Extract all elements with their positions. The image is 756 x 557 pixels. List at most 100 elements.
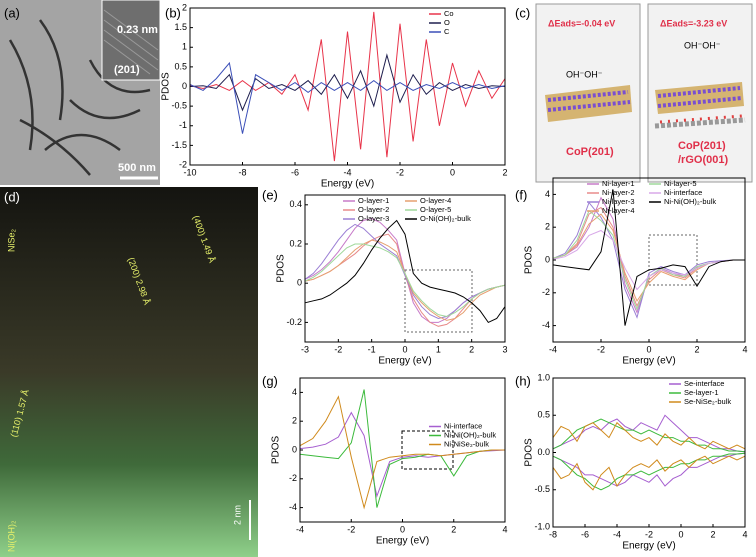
legend-label: Ni-layer-3 xyxy=(602,197,635,206)
y-tick-label: 0.5 xyxy=(537,410,550,420)
panel-label: (e) xyxy=(262,187,278,202)
y-tick-label: 0 xyxy=(545,254,550,264)
series-line xyxy=(189,53,506,112)
legend-label: Ni-Ni(OH)₂-bulk xyxy=(664,197,716,206)
x-axis-label: Energy (eV) xyxy=(622,356,675,367)
x-tick-label: 0 xyxy=(402,344,407,354)
hrtem-image xyxy=(0,187,258,557)
legend-label: O-layer-1 xyxy=(358,196,389,205)
atoms-2 xyxy=(657,86,743,108)
flakes xyxy=(8,19,151,176)
surface: CoP(201) xyxy=(678,140,726,152)
x-tick-label: -4 xyxy=(549,344,557,354)
legend-label: Ni-interface xyxy=(444,421,482,430)
series-line xyxy=(552,196,745,314)
x-tick-label: -2 xyxy=(396,167,404,177)
series-line-down xyxy=(552,452,746,487)
y-tick-label: 4 xyxy=(292,387,297,397)
y-tick-label: 2 xyxy=(545,222,550,232)
panel-d: (d) NiSe₂ (400) 1.49 Å (200) 2.98 Å (110… xyxy=(0,187,258,557)
series-line xyxy=(304,239,506,321)
y-tick-label: 0 xyxy=(182,81,187,91)
zoom-box xyxy=(401,430,454,470)
series-line xyxy=(552,414,746,453)
y-tick-label: -1.0 xyxy=(534,521,550,531)
legend-label: Ni-layer-5 xyxy=(664,179,697,188)
y-tick-label: -1.5 xyxy=(171,140,187,150)
y-tick-label: 1.5 xyxy=(174,22,187,32)
plot-frame xyxy=(299,377,506,523)
y-axis-label: PDOS xyxy=(276,254,287,283)
series-line xyxy=(304,233,506,327)
x-axis-label: Energy (eV) xyxy=(321,179,374,190)
surface: /rGO(001) xyxy=(678,154,728,166)
spacing: 0.23 nm xyxy=(117,24,158,36)
x-tick-label: 4 xyxy=(502,524,507,534)
phase: Ni(OH)₂ xyxy=(6,520,16,552)
x-tick-label: -8 xyxy=(238,167,246,177)
x-tick-label: -2 xyxy=(597,344,605,354)
x-axis-label: Energy (eV) xyxy=(378,356,431,367)
plot-frame xyxy=(189,7,506,166)
y-tick-label: 0.0 xyxy=(537,447,550,457)
series-line xyxy=(552,201,745,319)
panel-label: (d) xyxy=(4,189,20,204)
y-tick-label: -4 xyxy=(289,502,297,512)
y-axis-label: PDOS xyxy=(524,438,535,467)
series-line xyxy=(552,189,745,326)
x-tick-label: -6 xyxy=(291,167,299,177)
y-tick-label: -2 xyxy=(289,473,297,483)
panel-label: (g) xyxy=(262,373,278,388)
panel-c: (c) ΔEads=-0.04 eV OH⁻OH⁻ CoP(201) ΔEads… xyxy=(515,3,753,183)
zoom-box xyxy=(404,269,473,333)
series-line xyxy=(304,219,506,324)
legend-label: O-layer-4 xyxy=(420,196,451,205)
y-tick-label: -2 xyxy=(179,159,187,169)
y-axis-label: PDOS xyxy=(161,72,172,101)
y-tick-label: 1 xyxy=(182,42,187,52)
x-tick-label: 2 xyxy=(694,344,699,354)
oxygen xyxy=(659,114,743,124)
x-tick-label: -6 xyxy=(581,529,589,539)
energy: ΔEads=-3.23 eV xyxy=(660,18,727,28)
x-tick-label: -2 xyxy=(334,344,342,354)
series-line xyxy=(299,395,505,510)
legend-label: C xyxy=(444,27,450,36)
legend-label: Ni-layer-2 xyxy=(602,188,635,197)
x-tick-label: 2 xyxy=(451,524,456,534)
x-tick-label: -4 xyxy=(343,167,351,177)
series-line-down xyxy=(552,452,746,491)
panel-label: (h) xyxy=(515,373,531,388)
scale-label: 2 nm xyxy=(232,505,242,525)
y-tick-label: -1 xyxy=(179,120,187,130)
y-tick-label: -2 xyxy=(542,287,550,297)
plane: (201) xyxy=(114,64,140,76)
legend-label: Se-NiSe₂-bulk xyxy=(684,397,731,406)
x-tick-label: 2 xyxy=(710,529,715,539)
plot-frame xyxy=(552,377,746,528)
y-tick-label: 2 xyxy=(182,2,187,12)
legend-label: Ni-interface xyxy=(664,188,702,197)
y-tick-label: 1.0 xyxy=(537,372,550,382)
series-line xyxy=(552,421,746,450)
panel-label: (b) xyxy=(165,5,181,20)
fringes xyxy=(103,9,159,75)
x-tick-label: -8 xyxy=(549,529,557,539)
legend-label: O-layer-2 xyxy=(358,205,389,214)
y-tick-label: -0.2 xyxy=(286,317,302,327)
x-tick-label: -3 xyxy=(301,344,309,354)
y-tick-label: 2 xyxy=(292,416,297,426)
adsorbate: OH⁻OH⁻ xyxy=(684,40,721,50)
series-line-down xyxy=(552,455,746,491)
y-tick-label: 0 xyxy=(292,444,297,454)
series-line xyxy=(189,61,506,134)
legend-label: O xyxy=(444,18,450,27)
series-line xyxy=(299,389,505,508)
adsorbate: OH⁻OH⁻ xyxy=(566,69,603,79)
series-line xyxy=(552,209,745,311)
scale-label: 500 nm xyxy=(118,162,156,174)
x-tick-label: -2 xyxy=(347,524,355,534)
series-line xyxy=(189,11,506,162)
x-tick-label: 2 xyxy=(502,167,507,177)
